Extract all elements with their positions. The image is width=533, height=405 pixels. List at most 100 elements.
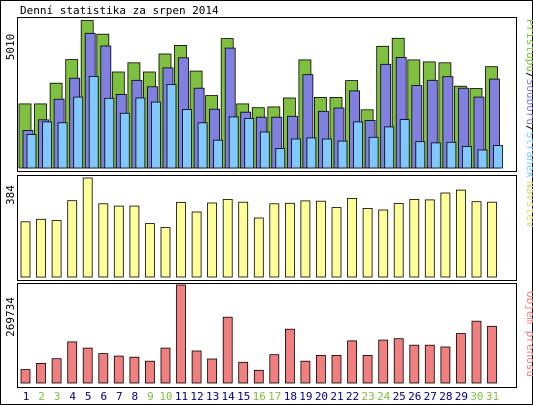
pages-bar-7	[119, 112, 130, 169]
day-label-2: 2	[38, 390, 45, 403]
legend-pages-label: Stránek	[524, 132, 533, 179]
pages-bar-27	[430, 142, 441, 169]
visits-bar-7	[113, 205, 124, 278]
traffic-panel-frame	[17, 283, 517, 388]
traffic-bar-4	[67, 341, 78, 384]
pages-bar-8	[135, 97, 146, 169]
visits-legend: Návštěv	[524, 181, 533, 228]
day-label-10: 10	[159, 390, 172, 403]
traffic-bar-13	[207, 358, 218, 384]
pages-bar-10	[166, 84, 177, 169]
legend-separator: /	[524, 125, 533, 132]
hits-panel-frame	[17, 17, 517, 172]
traffic-bar-3	[51, 358, 62, 384]
visits-bar-30	[471, 201, 482, 278]
day-label-4: 4	[69, 390, 76, 403]
visits-bar-16	[253, 217, 264, 278]
visits-bar-23	[362, 207, 373, 278]
visits-bar-25	[393, 203, 404, 278]
visits-bar-5	[82, 177, 93, 278]
visits-bar-8	[129, 205, 140, 278]
visits-bar-18	[284, 202, 295, 278]
pages-bar-29	[461, 145, 472, 169]
day-label-17: 17	[268, 390, 281, 403]
visits-bar-10	[160, 227, 171, 278]
traffic-bar-9	[144, 360, 155, 384]
traffic-bar-22	[347, 340, 358, 384]
visits-bar-29	[455, 189, 466, 278]
visits-bar-17	[269, 203, 280, 278]
traffic-max-label: 269734	[4, 297, 17, 337]
traffic-bar-27	[424, 344, 435, 384]
traffic-bar-21	[331, 354, 342, 384]
visits-bar-2	[36, 218, 46, 278]
pages-bar-6	[104, 97, 115, 169]
day-label-12: 12	[190, 390, 203, 403]
traffic-bar-28	[440, 346, 451, 384]
pages-bar-5	[88, 76, 99, 169]
visits-bar-14	[222, 198, 233, 278]
traffic-bar-23	[362, 354, 373, 384]
pages-bar-14	[228, 116, 239, 169]
traffic-bar-8	[129, 356, 140, 384]
day-label-13: 13	[206, 390, 219, 403]
day-label-18: 18	[284, 390, 297, 403]
traffic-bar-30	[471, 320, 482, 384]
visits-bar-13	[207, 202, 218, 278]
traffic-bar-12	[191, 350, 202, 384]
day-label-16: 16	[253, 390, 266, 403]
pages-bar-28	[446, 141, 457, 169]
day-label-7: 7	[116, 390, 123, 403]
traffic-bar-10	[160, 347, 171, 384]
day-label-25: 25	[393, 390, 406, 403]
day-label-30: 30	[470, 390, 483, 403]
pages-bar-26	[415, 141, 426, 169]
day-label-5: 5	[85, 390, 92, 403]
visits-bar-1	[20, 221, 31, 278]
pages-bar-2	[42, 121, 52, 169]
visits-bar-22	[347, 197, 358, 278]
day-label-20: 20	[315, 390, 328, 403]
day-label-26: 26	[408, 390, 421, 403]
pages-bar-25	[399, 119, 410, 169]
traffic-bar-24	[378, 339, 389, 384]
traffic-bar-31	[487, 325, 497, 384]
visits-bar-21	[331, 207, 342, 278]
pages-bar-13	[213, 139, 224, 169]
pages-bar-22	[353, 121, 364, 169]
visits-bar-27	[424, 199, 435, 278]
pages-bar-31	[493, 145, 503, 169]
traffic-bar-20	[315, 354, 326, 384]
visits-bar-24	[378, 209, 389, 278]
visits-bar-11	[176, 202, 186, 278]
visits-bar-28	[440, 192, 451, 278]
hits-max-label: 5010	[4, 34, 17, 61]
visits-bar-3	[51, 220, 62, 278]
day-label-6: 6	[100, 390, 107, 403]
day-label-11: 11	[175, 390, 188, 403]
traffic-bar-11	[176, 284, 186, 384]
pages-bar-4	[73, 96, 84, 169]
day-label-15: 15	[237, 390, 250, 403]
day-label-31: 31	[486, 390, 499, 403]
chart-title: Denní statistika za srpen 2014	[20, 4, 219, 17]
pages-bar-18	[290, 138, 301, 169]
visits-bar-19	[300, 200, 311, 278]
pages-bar-19	[306, 137, 317, 169]
day-label-29: 29	[455, 390, 468, 403]
pages-bar-21	[337, 140, 348, 169]
visits-bar-20	[315, 200, 326, 278]
pages-bar-3	[57, 122, 68, 169]
traffic-bar-16	[253, 369, 264, 384]
traffic-bar-17	[269, 354, 280, 384]
visits-bar-9	[144, 223, 155, 278]
traffic-bar-2	[36, 362, 46, 384]
pages-bar-1	[26, 134, 37, 169]
day-label-24: 24	[377, 390, 391, 403]
visits-bar-4	[67, 200, 78, 278]
pages-bar-16	[259, 131, 270, 169]
day-label-21: 21	[330, 390, 343, 403]
pages-bar-30	[477, 149, 488, 169]
